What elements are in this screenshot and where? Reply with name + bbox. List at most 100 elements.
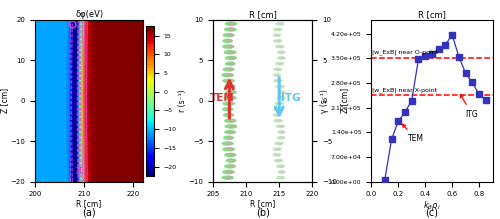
Ellipse shape (272, 33, 281, 37)
Ellipse shape (279, 125, 283, 128)
Ellipse shape (276, 34, 280, 37)
Text: X: X (76, 167, 82, 176)
Ellipse shape (222, 107, 234, 111)
Ellipse shape (226, 39, 232, 43)
Text: ITG: ITG (460, 94, 478, 118)
Ellipse shape (276, 68, 280, 71)
Ellipse shape (275, 22, 284, 26)
Ellipse shape (280, 97, 284, 99)
Ellipse shape (274, 119, 283, 122)
Ellipse shape (277, 56, 286, 60)
Ellipse shape (278, 22, 283, 25)
Ellipse shape (276, 125, 285, 128)
Ellipse shape (228, 164, 235, 168)
Ellipse shape (274, 102, 284, 105)
Ellipse shape (222, 101, 235, 106)
Ellipse shape (272, 113, 281, 117)
Ellipse shape (276, 74, 280, 76)
Ellipse shape (221, 73, 234, 77)
Ellipse shape (273, 28, 282, 31)
Ellipse shape (229, 56, 236, 60)
Ellipse shape (280, 171, 284, 173)
Ellipse shape (222, 141, 234, 146)
Ellipse shape (277, 119, 281, 122)
Ellipse shape (278, 102, 282, 105)
Ellipse shape (280, 131, 284, 133)
Ellipse shape (222, 175, 234, 180)
Ellipse shape (278, 142, 282, 145)
Ellipse shape (226, 102, 234, 105)
Ellipse shape (276, 176, 285, 180)
Ellipse shape (226, 176, 232, 180)
Ellipse shape (277, 90, 286, 94)
Ellipse shape (276, 164, 285, 168)
Text: (a): (a) (82, 208, 96, 218)
Ellipse shape (226, 73, 232, 77)
Ellipse shape (226, 158, 236, 163)
Ellipse shape (227, 113, 233, 117)
Ellipse shape (229, 125, 236, 128)
Ellipse shape (222, 33, 235, 37)
Ellipse shape (280, 136, 284, 139)
Ellipse shape (228, 50, 235, 54)
Title: R [cm]: R [cm] (248, 10, 276, 19)
Ellipse shape (273, 39, 282, 43)
Text: (b): (b) (256, 208, 270, 218)
Ellipse shape (280, 57, 284, 59)
Ellipse shape (226, 170, 234, 174)
Ellipse shape (228, 96, 235, 100)
Ellipse shape (225, 61, 236, 66)
Ellipse shape (224, 118, 236, 123)
Ellipse shape (230, 159, 235, 162)
Ellipse shape (222, 170, 235, 174)
Ellipse shape (222, 44, 234, 49)
Ellipse shape (225, 90, 237, 94)
Ellipse shape (226, 33, 234, 37)
Ellipse shape (228, 153, 235, 157)
Text: |w_ExB| near X-point: |w_ExB| near X-point (372, 87, 437, 93)
Y-axis label: γ (s⁻¹): γ (s⁻¹) (320, 89, 330, 113)
Ellipse shape (222, 79, 235, 83)
Y-axis label: Z [cm]: Z [cm] (340, 88, 349, 113)
Ellipse shape (274, 159, 283, 162)
Ellipse shape (276, 40, 281, 42)
Ellipse shape (223, 136, 234, 140)
Ellipse shape (224, 21, 237, 26)
Ellipse shape (224, 130, 236, 134)
Ellipse shape (228, 119, 235, 122)
Ellipse shape (223, 113, 234, 117)
Ellipse shape (273, 108, 282, 111)
Y-axis label: Z [cm]: Z [cm] (0, 88, 9, 113)
Ellipse shape (226, 45, 233, 48)
Ellipse shape (228, 28, 235, 31)
Ellipse shape (277, 79, 281, 82)
Ellipse shape (224, 50, 236, 55)
Ellipse shape (225, 56, 237, 60)
Ellipse shape (224, 27, 237, 32)
Ellipse shape (224, 96, 236, 100)
Ellipse shape (276, 28, 281, 31)
Ellipse shape (272, 73, 281, 77)
Ellipse shape (275, 85, 285, 88)
Ellipse shape (226, 147, 234, 151)
Ellipse shape (276, 108, 280, 111)
Ellipse shape (222, 67, 234, 72)
Ellipse shape (229, 22, 236, 26)
Ellipse shape (272, 147, 282, 151)
X-axis label: R [cm]: R [cm] (76, 199, 102, 208)
Ellipse shape (222, 147, 235, 152)
Ellipse shape (280, 165, 283, 168)
Ellipse shape (278, 62, 283, 65)
Text: |w_ExB| near O-point: |w_ExB| near O-point (372, 50, 438, 55)
Ellipse shape (276, 136, 285, 140)
Title: δφ(eV): δφ(eV) (75, 10, 103, 19)
Ellipse shape (276, 148, 280, 150)
Text: (c): (c) (426, 208, 438, 218)
Ellipse shape (227, 136, 233, 140)
Ellipse shape (272, 153, 281, 157)
Ellipse shape (274, 62, 284, 65)
Ellipse shape (226, 108, 232, 111)
Ellipse shape (228, 62, 234, 65)
Title: R [cm]: R [cm] (418, 10, 446, 19)
Ellipse shape (279, 85, 283, 88)
